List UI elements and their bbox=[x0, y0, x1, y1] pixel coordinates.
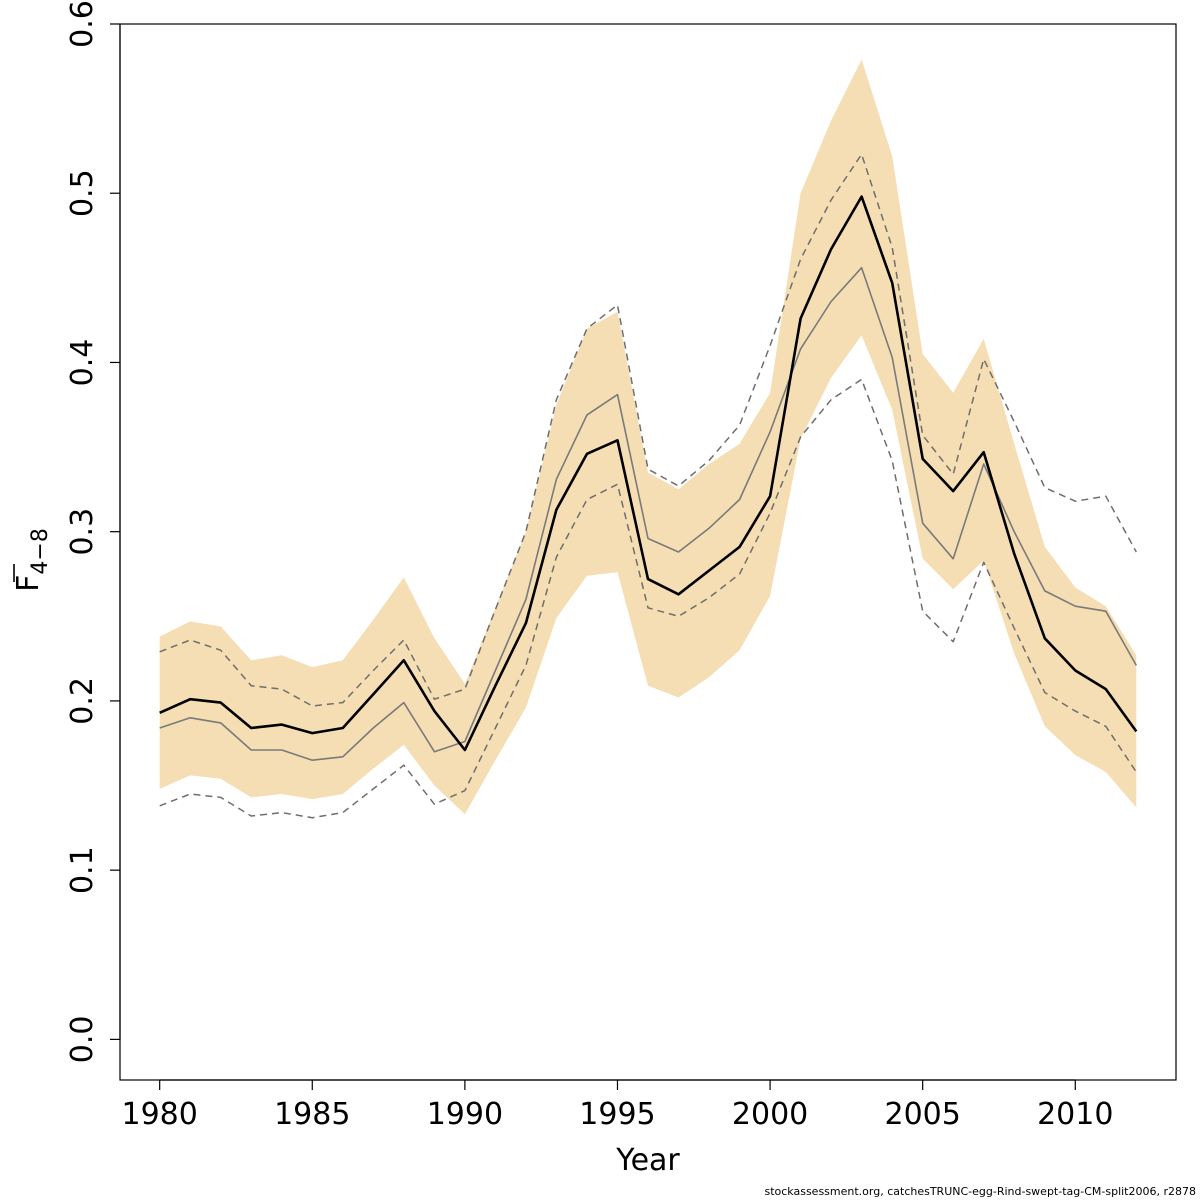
y-tick-label: 0.3 bbox=[65, 508, 100, 556]
y-tick-label: 0.1 bbox=[65, 846, 100, 894]
series-line-alt bbox=[159, 266, 1137, 762]
confidence-band-layer bbox=[159, 59, 1137, 815]
series-line-dashed-upper bbox=[159, 153, 1137, 707]
y-axis-title: F4−8 bbox=[11, 528, 53, 592]
x-tick-label: 2010 bbox=[1037, 1097, 1113, 1132]
series-line-dashed-lower bbox=[159, 378, 1137, 819]
x-tick-label: 1980 bbox=[121, 1097, 197, 1132]
x-tick-label: 2000 bbox=[732, 1097, 808, 1132]
y-tick-label: 0.0 bbox=[65, 1016, 100, 1064]
y-axis: 0.0 0.1 0.2 0.3 0.4 0.5 0.6 bbox=[65, 0, 121, 1064]
y-tick-label: 0.2 bbox=[65, 677, 100, 725]
x-axis: 1980 1985 1990 1995 2000 2005 2010 bbox=[121, 1079, 1113, 1132]
x-tick-label: 1990 bbox=[427, 1097, 503, 1132]
y-axis-title-main: F bbox=[11, 575, 46, 592]
y-axis-title-group: F4−8 bbox=[11, 528, 53, 592]
footer-note: stockassessment.org, catchesTRUNC-egg-Ri… bbox=[764, 1185, 1196, 1198]
y-tick-label: 0.4 bbox=[65, 339, 100, 387]
x-tick-label: 1985 bbox=[274, 1097, 350, 1132]
confidence-band bbox=[159, 59, 1137, 815]
series-line-main bbox=[159, 195, 1138, 752]
y-tick-label: 0.5 bbox=[65, 169, 100, 217]
x-axis-title: Year bbox=[615, 1143, 680, 1178]
y-tick-label: 0.6 bbox=[65, 0, 100, 48]
series-layer bbox=[159, 153, 1138, 819]
x-tick-label: 2005 bbox=[885, 1097, 961, 1132]
x-tick-label: 1995 bbox=[579, 1097, 655, 1132]
y-axis-title-sub: 4−8 bbox=[28, 528, 53, 574]
